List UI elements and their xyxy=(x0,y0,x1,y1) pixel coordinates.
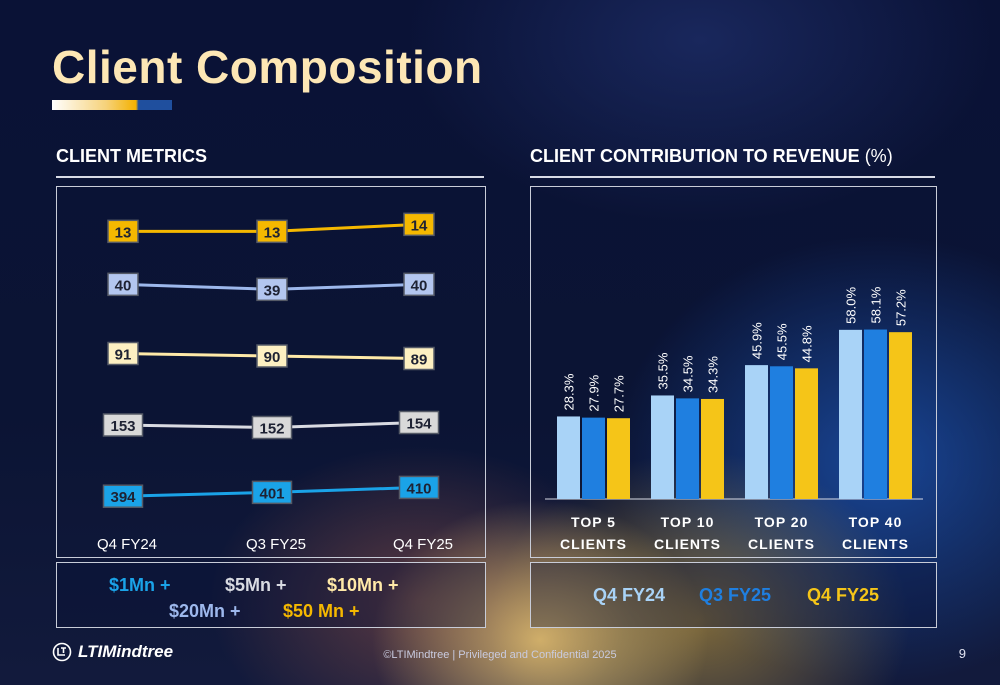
footer-copyright: ©LTIMindtree | Privileged and Confidenti… xyxy=(383,649,617,661)
revenue-contribution-bar-chart: 28.3% 27.9% 27.7% TOP 5 CLIENTS 35.5% 34.5% 34.… xyxy=(545,286,923,552)
data-label: 40 xyxy=(411,277,428,294)
x-tick-label: Q4 FY25 xyxy=(393,536,453,553)
bar xyxy=(701,398,724,499)
data-label: 13 xyxy=(264,224,281,241)
bar xyxy=(651,395,674,499)
legend-1mn: $1Mn + xyxy=(109,575,171,595)
revenue-contribution-panel: 28.3% 27.9% 27.7% TOP 5 CLIENTS 35.5% 34.5% 34.… xyxy=(530,186,937,558)
data-label-box xyxy=(251,480,293,505)
bar xyxy=(582,417,605,499)
data-label-box xyxy=(107,219,139,244)
bar xyxy=(745,365,768,499)
bar xyxy=(770,366,793,499)
legend-50mn: $50 Mn + xyxy=(283,601,360,621)
title-accent-bar xyxy=(52,100,172,110)
data-label: 13 xyxy=(115,224,132,241)
legend-q4fy24: Q4 FY24 xyxy=(593,585,666,605)
x-tick-label: Q3 FY25 xyxy=(246,536,306,553)
data-label-box xyxy=(107,272,139,297)
data-label-box xyxy=(251,415,293,440)
data-label-box xyxy=(403,212,435,237)
data-label: 410 xyxy=(406,480,431,497)
data-label-box xyxy=(102,484,144,508)
data-label: 401 xyxy=(259,485,284,502)
data-label-box xyxy=(403,272,435,297)
data-label: 39 xyxy=(264,282,281,299)
category-label: CLIENTS xyxy=(654,536,721,552)
data-label-box xyxy=(256,219,288,244)
page-title: Client Composition xyxy=(52,41,483,93)
client-metrics-rule xyxy=(56,176,484,178)
legend-q4fy25: Q4 FY25 xyxy=(807,585,880,605)
legend-10mn: $10Mn + xyxy=(327,575,399,595)
category-label: CLIENTS xyxy=(560,536,627,552)
revenue-contribution-rule xyxy=(530,176,935,178)
data-label-box xyxy=(256,344,288,368)
client-metrics-panel: 13 13 14 40 39 40 91 90 89 153 152 154 394 401 410 Q4 F… xyxy=(56,186,486,558)
data-label: 91 xyxy=(115,347,132,364)
logo-icon xyxy=(52,642,72,662)
bar xyxy=(676,398,699,499)
client-metrics-title: CLIENT METRICS xyxy=(56,146,207,166)
bar-value-label: 28.3% xyxy=(562,373,577,410)
revenue-contribution-title: CLIENT CONTRIBUTION TO REVENUE (%) xyxy=(530,146,893,167)
bar-value-label: 58.0% xyxy=(844,287,859,324)
bar-value-label: 58.1% xyxy=(869,286,884,323)
data-label-box xyxy=(102,413,144,437)
bar xyxy=(795,368,818,499)
data-label: 154 xyxy=(406,416,432,433)
bar-value-label: 57.2% xyxy=(894,289,909,326)
category-label: TOP 20 xyxy=(755,514,809,530)
bar xyxy=(864,329,887,499)
page-number: 9 xyxy=(958,646,966,661)
legend-5mn: $5Mn + xyxy=(225,575,287,595)
category-label: TOP 40 xyxy=(849,514,903,530)
data-label: 40 xyxy=(115,277,132,294)
data-label-box xyxy=(398,475,440,500)
revenue-contribution-unit: (%) xyxy=(859,146,893,166)
data-label: 14 xyxy=(411,217,428,234)
category-label: CLIENTS xyxy=(842,536,909,552)
bar-value-label: 34.5% xyxy=(681,355,696,392)
bar xyxy=(557,416,580,499)
category-label: TOP 10 xyxy=(661,514,715,530)
x-tick-label: Q4 FY24 xyxy=(97,536,157,553)
data-label: 90 xyxy=(264,349,281,366)
revenue-contribution-legend: Q4 FY24 Q3 FY25 Q4 FY25 xyxy=(530,562,937,628)
legend-20mn: $20Mn + xyxy=(169,601,241,621)
bar-value-label: 27.7% xyxy=(612,375,627,412)
data-label: 153 xyxy=(110,418,135,435)
bar xyxy=(607,418,630,499)
bar-value-label: 44.8% xyxy=(800,325,815,362)
bar xyxy=(839,329,862,499)
footer-logo: LTIMindtree xyxy=(52,642,173,662)
data-label: 89 xyxy=(411,352,428,369)
logo-text: LTIMindtree xyxy=(78,642,174,661)
revenue-contribution-title-text: CLIENT CONTRIBUTION TO REVENUE xyxy=(530,146,860,166)
bar-value-label: 34.3% xyxy=(706,356,721,393)
bar-value-label: 35.5% xyxy=(656,352,671,389)
category-label: CLIENTS xyxy=(748,536,815,552)
legend-q3fy25: Q3 FY25 xyxy=(699,585,772,605)
client-metrics-line-chart: 13 13 14 40 39 40 91 90 89 153 152 154 394 401 410 Q4 F… xyxy=(97,212,453,553)
data-label: 394 xyxy=(110,489,136,506)
bar-value-label: 45.5% xyxy=(775,323,790,360)
category-label: TOP 5 xyxy=(571,514,616,530)
client-metrics-legend: $1Mn + $5Mn + $10Mn + $20Mn + $50 Mn + xyxy=(56,562,486,628)
data-label-box xyxy=(403,346,435,371)
bar-value-label: 27.9% xyxy=(587,374,602,411)
data-label-box xyxy=(107,341,139,366)
data-label-box xyxy=(256,277,288,302)
bar xyxy=(889,332,912,499)
data-label: 152 xyxy=(259,421,284,438)
bar-value-label: 45.9% xyxy=(750,322,765,359)
data-label-box xyxy=(398,410,440,435)
